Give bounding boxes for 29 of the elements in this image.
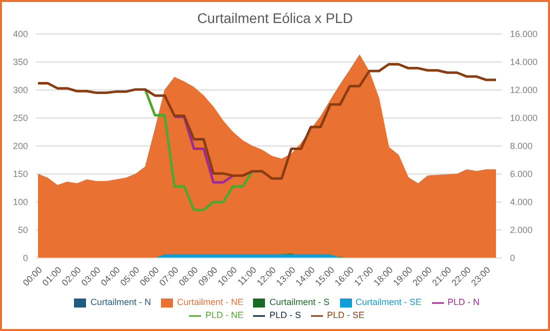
y2-tick-label: 4.000 [510, 197, 533, 208]
y-tick-label: 350 [12, 57, 28, 68]
legend-label: PLD - S [269, 310, 301, 320]
line-series [144, 88, 254, 212]
chart-title: Curtailment Eólica x PLD [196, 10, 354, 26]
legend-label: Curtailment - SE [356, 297, 422, 307]
y2-tick-label: 12.000 [510, 85, 538, 96]
y-tick-label: 300 [12, 85, 28, 96]
legend-label: Curtailment - S [269, 297, 330, 307]
y-tick-label: 0 [22, 253, 28, 264]
y2-tick-label: 2.000 [510, 225, 533, 236]
y2-tick-label: 14.000 [510, 57, 538, 68]
y2-tick-label: 0 [510, 253, 516, 264]
line-series [36, 62, 498, 180]
y2-tick-label: 16.000 [510, 29, 538, 40]
y2-tick-label: 8.000 [510, 141, 533, 152]
legend-label: Curtailment - NE [176, 297, 244, 307]
legend-label: PLD - SE [327, 310, 365, 320]
y-tick-label: 400 [12, 29, 28, 40]
legend-label: PLD - N [448, 297, 480, 307]
y-tick-label: 250 [12, 113, 28, 124]
legend-label: Curtailment - N [90, 297, 151, 307]
y2-tick-label: 6.000 [510, 169, 533, 180]
legend-label: PLD - NE [205, 310, 244, 320]
y-tick-label: 150 [12, 169, 28, 180]
y-tick-label: 100 [12, 197, 28, 208]
y2-tick-label: 10.000 [510, 113, 538, 124]
y-tick-label: 50 [18, 225, 28, 236]
y-tick-label: 200 [12, 141, 28, 152]
